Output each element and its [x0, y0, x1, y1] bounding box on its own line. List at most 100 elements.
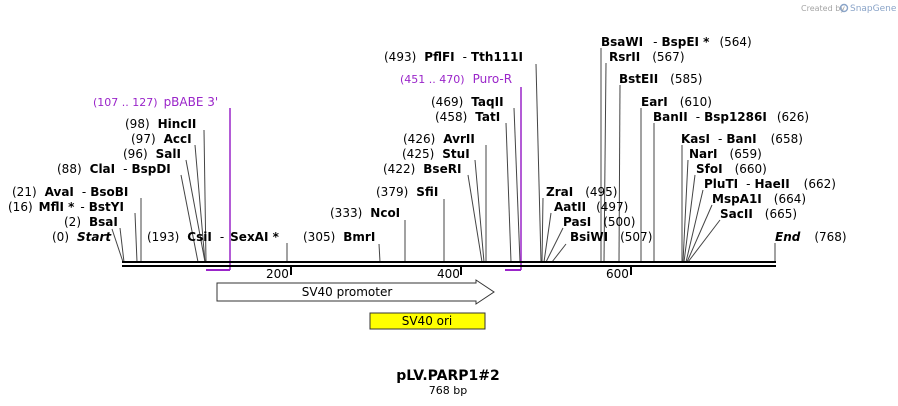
site-label-avrii[interactable]: (426) AvrII — [403, 132, 475, 146]
site-pos: (495) — [585, 185, 617, 199]
site-label-kasi[interactable]: KasI - BanI (658) — [681, 132, 803, 146]
site-name: BseRI — [423, 162, 461, 176]
site-label-pflfi[interactable]: (493) PflFI - Tth111I — [384, 50, 523, 64]
site-name: TaqII — [471, 95, 503, 109]
site-label-rsrii[interactable]: RsrII (567) — [609, 50, 685, 64]
site-label-zrai[interactable]: ZraI (495) — [546, 185, 617, 199]
site-line-start — [111, 228, 124, 263]
site-label-aatii[interactable]: AatII (497) — [554, 200, 628, 214]
site-label-sacii[interactable]: SacII (665) — [720, 207, 797, 221]
site-line-bsteii — [618, 84, 621, 263]
site-pos: (497) — [596, 200, 628, 214]
primer-label-pbabe3[interactable]: (107 .. 127) pBABE 3' — [93, 95, 218, 109]
end-label[interactable]: End (768) — [775, 230, 847, 244]
site-name: NcoI — [370, 206, 400, 220]
site-label-sali[interactable]: (96) SalI — [123, 147, 181, 161]
watermark-brand: SnapGene — [850, 4, 897, 14]
site-label-eari[interactable]: EarI (610) — [641, 95, 712, 109]
site-name: SacII — [720, 207, 753, 221]
site-line-mspa1i — [686, 204, 713, 263]
site-label-banii[interactable]: BanII - Bsp1286I (626) — [653, 110, 809, 124]
site-line-pflfi — [535, 63, 542, 263]
primer-pbabe3[interactable] — [206, 108, 231, 271]
site-label-bseri[interactable]: (422) BseRI — [383, 162, 461, 176]
site-label-taqii[interactable]: (469) TaqII — [431, 95, 504, 109]
site-label-stui[interactable]: (425) StuI — [402, 147, 470, 161]
site-label-mfli[interactable]: (16) MflI * - BstYI — [8, 200, 124, 214]
site-line-bmri — [378, 243, 381, 263]
site-pos: (379) — [376, 185, 408, 199]
site-line-sacii — [687, 219, 721, 263]
site-name: SfoI — [696, 162, 723, 176]
site-name: BsaWI — [601, 35, 643, 49]
site-name: HincII — [158, 117, 197, 131]
snapgene-logo-icon — [839, 3, 849, 13]
site-line-acci — [194, 144, 206, 263]
site-name: KasI — [681, 132, 710, 146]
primer-puro-r-range: (451 .. 470) — [400, 73, 465, 86]
site-label-pasi[interactable]: PasI (500) — [563, 215, 635, 229]
site-line-bsai — [119, 227, 125, 263]
site-pos: (662) — [804, 177, 836, 191]
site-label-clai[interactable]: (88) ClaI - BspDI — [57, 162, 171, 176]
site-label-avai[interactable]: (21) AvaI - BsoBI — [12, 185, 128, 199]
site-line-sfoi — [683, 174, 696, 263]
site-name: BanII — [653, 110, 688, 124]
snapgene-watermark: Created by SnapGene — [801, 3, 897, 14]
site-pos: (564) — [719, 35, 751, 49]
feature-sv40-promoter[interactable]: SV40 promoter — [216, 279, 495, 305]
primer-puro-r[interactable] — [505, 87, 522, 271]
site-name-2: Bsp1286I — [704, 110, 767, 124]
site-label-bsai[interactable]: (2) BsaI — [64, 215, 118, 229]
site-pos: (626) — [777, 110, 809, 124]
site-label-sfii[interactable]: (379) SfiI — [376, 185, 438, 199]
site-label-nari[interactable]: NarI (659) — [689, 147, 762, 161]
site-name: AvaI — [45, 185, 74, 199]
site-name-2: BspEI * — [661, 35, 710, 49]
site-pos: (493) — [384, 50, 416, 64]
site-line-stui — [474, 159, 485, 263]
site-name: AccI — [164, 132, 192, 146]
site-name: AatII — [554, 200, 586, 214]
start-label[interactable]: (0) Start — [52, 230, 112, 244]
site-label-bmri[interactable]: (305) BmrI — [303, 230, 375, 244]
site-label-csii[interactable]: (193) CsiI - SexAI * — [147, 230, 280, 244]
site-label-sfoi[interactable]: SfoI (660) — [696, 162, 767, 176]
site-name-2: HaeII — [754, 177, 789, 191]
site-name: MflI * — [39, 200, 75, 214]
end-pos: (768) — [814, 230, 846, 244]
site-name-2: BstYI — [89, 200, 124, 214]
site-name: SfiI — [416, 185, 438, 199]
site-label-ncoi[interactable]: (333) NcoI — [330, 206, 400, 220]
tick-label-600: 600 — [606, 267, 629, 281]
site-label-acci[interactable]: (97) AccI — [131, 132, 192, 146]
site-label-hincii[interactable]: (98) HincII — [125, 117, 196, 131]
site-name-2: Tth111I — [471, 50, 523, 64]
start-pos: (0) — [52, 230, 69, 244]
backbone — [122, 261, 776, 267]
site-label-pluti[interactable]: PluTI - HaeII (662) — [704, 177, 836, 191]
site-pos: (422) — [383, 162, 415, 176]
site-label-tati[interactable]: (458) TatI — [435, 110, 500, 124]
site-pos: (305) — [303, 230, 335, 244]
feature-sv40-ori[interactable]: SV40 ori — [369, 312, 486, 330]
start-name: Start — [77, 230, 112, 244]
site-pos: (426) — [403, 132, 435, 146]
site-pos: (458) — [435, 110, 467, 124]
site-label-mspa1i[interactable]: MspA1I (664) — [712, 192, 806, 206]
site-pos: (659) — [730, 147, 762, 161]
site-name: BsaI — [89, 215, 118, 229]
primer-label-puro-r[interactable]: (451 .. 470) Puro-R — [400, 72, 512, 86]
site-name: TatI — [475, 110, 500, 124]
site-name: PflFI — [424, 50, 454, 64]
site-line-bsiwi — [551, 243, 567, 263]
site-line-zrai — [541, 197, 544, 263]
site-line-bseri — [467, 174, 483, 263]
site-label-bsawi[interactable]: BsaWI - BspEI * (564) — [601, 35, 752, 49]
site-name: EarI — [641, 95, 668, 109]
site-pos: (500) — [603, 215, 635, 229]
site-label-bsteii[interactable]: BstEII (585) — [619, 72, 702, 86]
site-name: SalI — [156, 147, 181, 161]
site-label-bsiwi[interactable]: BsiWI (507) — [570, 230, 652, 244]
